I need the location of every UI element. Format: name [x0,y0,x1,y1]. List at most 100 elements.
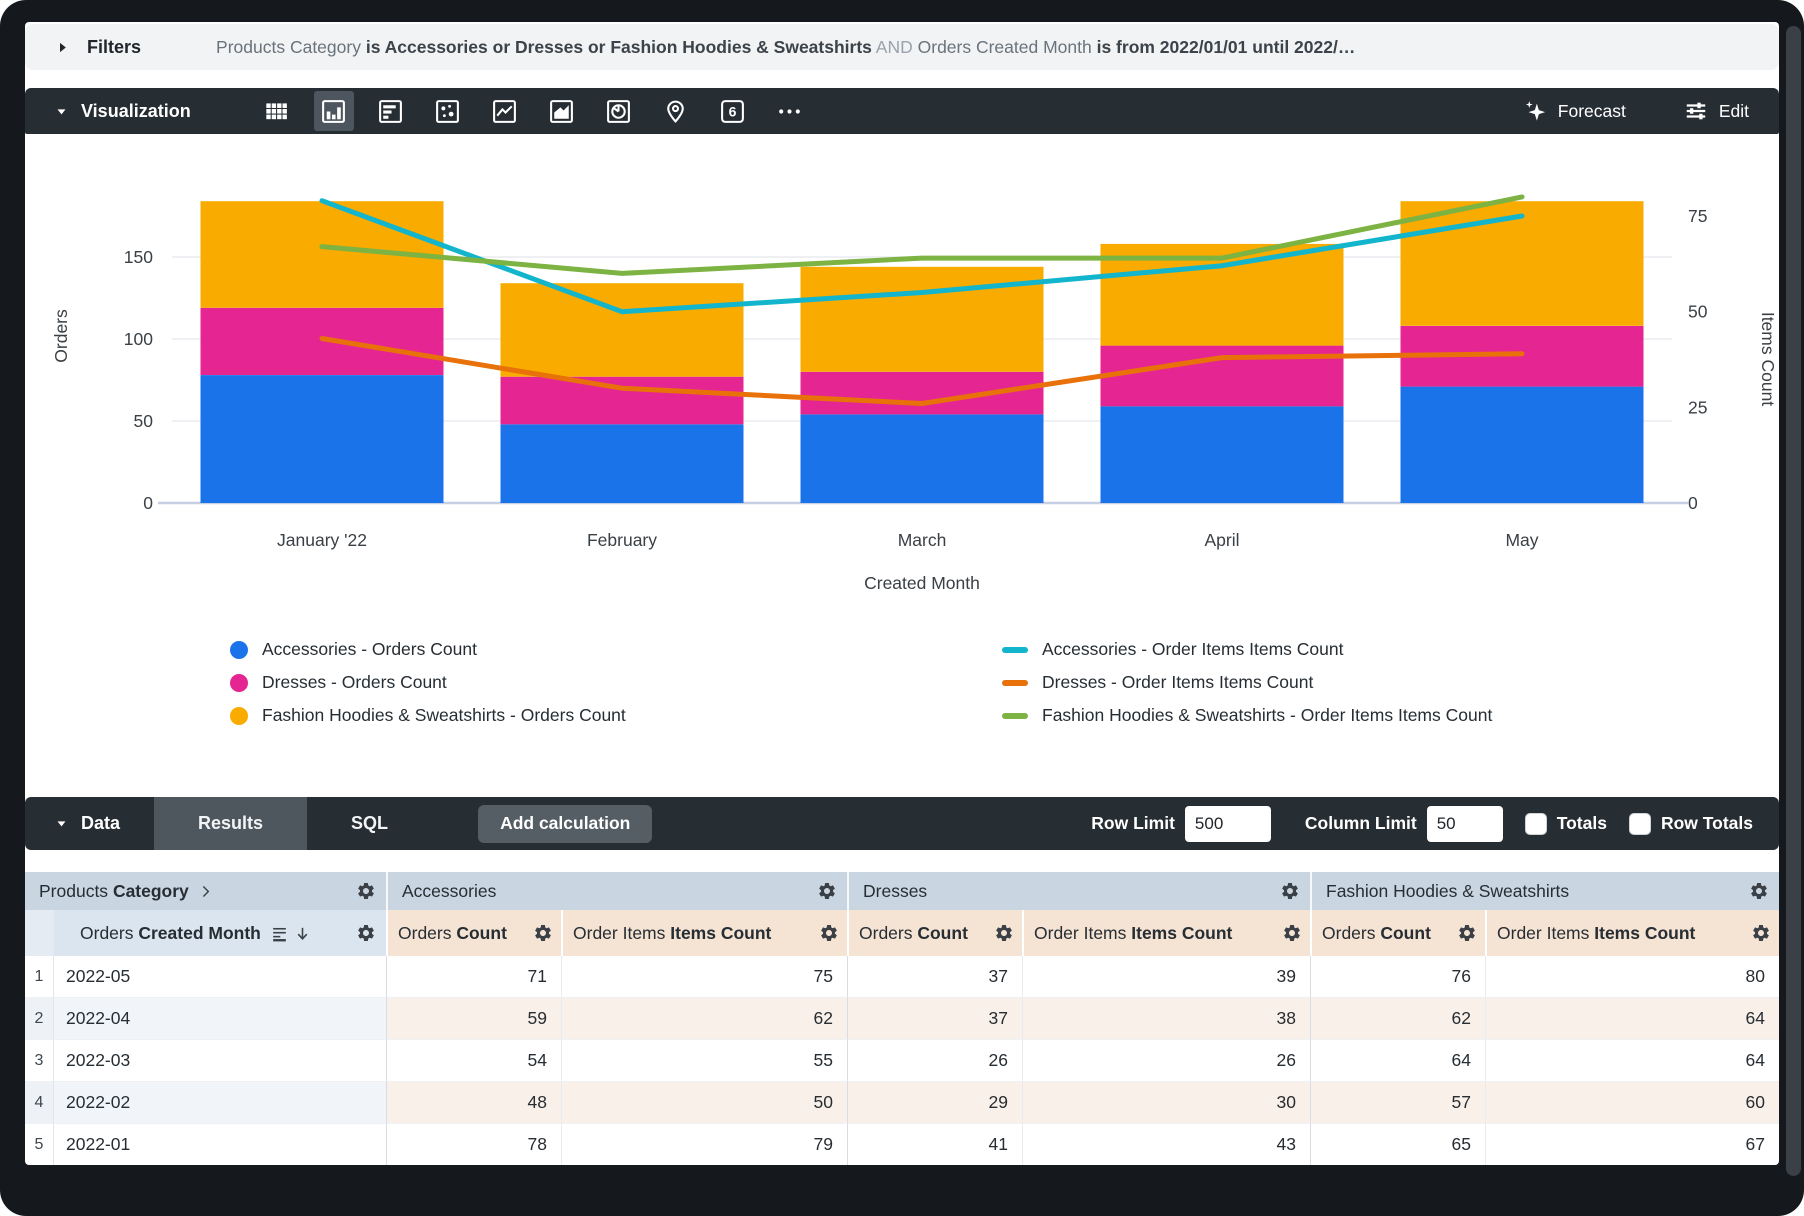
viz-type-table-button[interactable] [257,91,297,131]
measure-cell[interactable]: 41 [847,1124,1022,1165]
measure-cell[interactable]: 62 [561,998,847,1040]
add-calculation-button[interactable]: Add calculation [478,804,653,843]
measure-cell[interactable]: 29 [847,1082,1022,1124]
gear-icon[interactable] [817,881,837,901]
totals-checkbox[interactable] [1524,812,1547,835]
measure-cell[interactable]: 57 [1310,1082,1485,1124]
measure-cell[interactable]: 67 [1485,1124,1779,1165]
window-scrollbar[interactable] [1786,26,1801,1176]
gear-icon[interactable] [819,923,839,943]
chevron-right-icon[interactable] [197,883,214,900]
measure-cell[interactable]: 37 [847,998,1022,1040]
dimension-cell[interactable]: 2022-04 [54,998,386,1040]
row-totals-checkbox-wrap[interactable]: Row Totals [1628,812,1753,835]
measure-column-header[interactable]: Order Items Items Count [561,910,847,956]
measure-cell[interactable]: 64 [1310,1040,1485,1082]
viz-type-map-button[interactable] [656,91,696,131]
data-collapse-icon[interactable] [55,817,69,831]
measure-column-header[interactable]: Order Items Items Count [1485,910,1779,956]
viz-type-area-button[interactable] [542,91,582,131]
measure-header-text: Order Items Items Count [573,923,771,944]
gear-icon[interactable] [1749,881,1769,901]
totals-checkbox-wrap[interactable]: Totals [1524,812,1607,835]
gear-icon[interactable] [1282,923,1302,943]
dimension-cell[interactable]: 2022-01 [54,1124,386,1165]
measure-cell[interactable]: 26 [847,1040,1022,1082]
gear-icon[interactable] [356,881,376,901]
header-text: Order Items [573,922,671,943]
gear-icon[interactable] [1280,881,1300,901]
filters-expand-icon[interactable] [55,38,73,56]
header-text: Orders [398,922,457,943]
viz-type-scatter-button[interactable] [428,91,468,131]
dimension-column-header[interactable]: Orders Created Month [54,910,386,956]
column-group-header[interactable]: Fashion Hoodies & Sweatshirts [1310,872,1779,910]
measure-cell[interactable]: 79 [561,1124,847,1165]
measure-column-header[interactable]: Order Items Items Count [1022,910,1310,956]
measure-cell[interactable]: 71 [386,956,561,998]
header-text-bold: Items Count [1594,922,1696,943]
more-chart-icon [779,108,801,114]
measure-cell[interactable]: 62 [1310,998,1485,1040]
row-totals-checkbox[interactable] [1628,812,1651,835]
measure-cell[interactable]: 30 [1022,1082,1310,1124]
measure-cell[interactable]: 48 [386,1082,561,1124]
measure-cell[interactable]: 37 [847,956,1022,998]
column-group-header[interactable]: Accessories [386,872,847,910]
measure-cell[interactable]: 38 [1022,998,1310,1040]
forecast-button[interactable]: Forecast [1523,99,1626,123]
filter-phrase: Products Category [216,36,366,57]
column-limit-input[interactable] [1426,805,1503,842]
measure-cell[interactable]: 65 [1310,1124,1485,1165]
viz-type-pie-button[interactable] [599,91,639,131]
filters-bar[interactable]: Filters Products Category is Accessories… [25,24,1779,70]
measure-cell[interactable]: 26 [1022,1040,1310,1082]
data-tab-results[interactable]: Results [154,797,308,850]
measure-cell[interactable]: 55 [561,1040,847,1082]
row-limit-input[interactable] [1184,805,1271,842]
viz-type-column-button[interactable] [313,91,354,131]
measure-column-header[interactable]: Orders Count [1310,910,1485,956]
data-tab-sql[interactable]: SQL [351,813,389,833]
measure-cell[interactable]: 54 [386,1040,561,1082]
measure-cell[interactable]: 43 [1022,1124,1310,1165]
edit-button[interactable]: Edit [1684,99,1749,123]
measure-column-header[interactable]: Orders Count [386,910,561,956]
viz-type-single-value-button[interactable]: 6 [713,91,753,131]
column-group-header[interactable]: Dresses [847,872,1310,910]
measure-cell[interactable]: 59 [386,998,561,1040]
visualization-collapse-icon[interactable] [55,104,69,118]
svg-text:January '22: January '22 [277,530,367,550]
measure-cell[interactable]: 75 [561,956,847,998]
gear-icon[interactable] [533,923,553,943]
legend-label: Fashion Hoodies & Sweatshirts - Orders C… [262,705,626,725]
dimension-cell[interactable]: 2022-02 [54,1082,386,1124]
gear-icon[interactable] [356,923,376,943]
column-group-header[interactable]: Products Category [25,872,386,910]
visualization-title[interactable]: Visualization [81,100,191,121]
data-title[interactable]: Data [81,813,121,833]
svg-text:150: 150 [124,247,153,267]
viz-type-line-button[interactable] [485,91,525,131]
gear-icon[interactable] [1457,923,1477,943]
viz-type-bar-button[interactable] [371,91,411,131]
dimension-cell[interactable]: 2022-03 [54,1040,386,1082]
filter-phrase: Orders Created Month [917,36,1097,57]
dimension-cell[interactable]: 2022-05 [54,956,386,998]
gear-icon[interactable] [994,923,1014,943]
measure-cell[interactable]: 60 [1485,1082,1779,1124]
measure-cell[interactable]: 64 [1485,998,1779,1040]
measure-cell[interactable]: 78 [386,1124,561,1165]
measure-cell[interactable]: 64 [1485,1040,1779,1082]
viz-type-more-button[interactable] [770,91,810,131]
filters-label[interactable]: Filters [87,36,142,57]
gear-icon[interactable] [1751,923,1771,943]
measure-cell[interactable]: 76 [1310,956,1485,998]
measure-cell[interactable]: 50 [561,1082,847,1124]
measure-cell[interactable]: 39 [1022,956,1310,998]
header-text-bold: Category [112,880,189,901]
subtotal-icon[interactable] [270,924,289,943]
measure-column-header[interactable]: Orders Count [847,910,1022,956]
measure-cell[interactable]: 80 [1485,956,1779,998]
sort-desc-icon[interactable] [294,925,311,942]
